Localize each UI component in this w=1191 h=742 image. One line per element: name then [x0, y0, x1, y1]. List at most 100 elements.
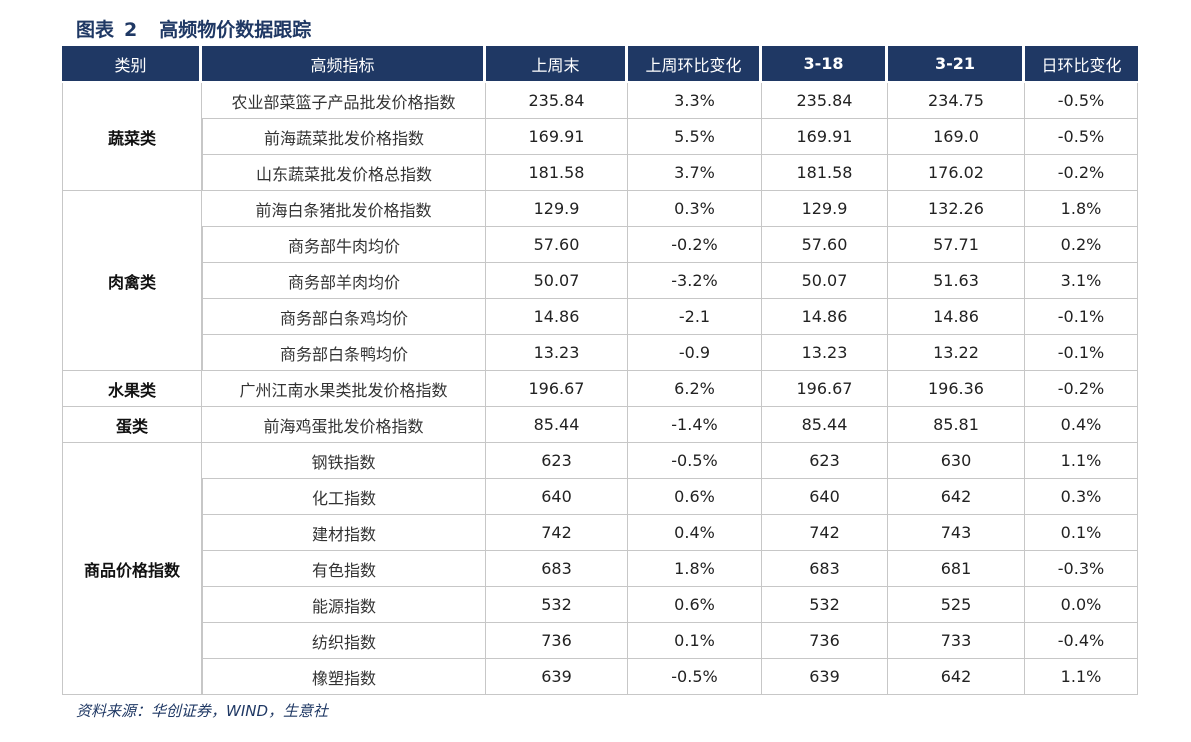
table-row: 化工指数 640 0.6% 640 642 0.3% — [62, 479, 1138, 515]
header-row: 类别 高频指标 上周末 上周环比变化 3-18 3-21 日环比变化 — [62, 46, 1138, 83]
table-row: 纺织指数 736 0.1% 736 733 -0.4% — [62, 623, 1138, 659]
date-1-value-cell: 623 — [762, 443, 888, 479]
last-week-end-cell: 57.60 — [486, 227, 628, 263]
date-2-value-cell: 733 — [888, 623, 1025, 659]
last-week-end-cell: 623 — [486, 443, 628, 479]
dod-change-cell: -0.1% — [1025, 335, 1138, 371]
last-week-end-cell: 640 — [486, 479, 628, 515]
wow-change-cell: 0.1% — [628, 623, 762, 659]
wow-change-cell: -0.2% — [628, 227, 762, 263]
category-cell: 商品价格指数 — [62, 443, 202, 695]
table-row: 建材指数 742 0.4% 742 743 0.1% — [62, 515, 1138, 551]
table-row: 有色指数 683 1.8% 683 681 -0.3% — [62, 551, 1138, 587]
wow-change-cell: 0.6% — [628, 587, 762, 623]
date-1-value-cell: 683 — [762, 551, 888, 587]
indicator-cell: 化工指数 — [202, 479, 486, 515]
last-week-end-cell: 639 — [486, 659, 628, 695]
dod-change-cell: -0.2% — [1025, 371, 1138, 407]
wow-change-cell: -0.5% — [628, 659, 762, 695]
date-1-value-cell: 50.07 — [762, 263, 888, 299]
price-tracking-table: 类别 高频指标 上周末 上周环比变化 3-18 3-21 日环比变化 蔬菜类 农业… — [62, 46, 1138, 695]
figure-title: 图表 2 高频物价数据跟踪 — [76, 16, 311, 44]
indicator-cell: 有色指数 — [202, 551, 486, 587]
date-1-value-cell: 181.58 — [762, 155, 888, 191]
wow-change-cell: 0.3% — [628, 191, 762, 227]
table-row: 商务部牛肉均价 57.60 -0.2% 57.60 57.71 0.2% — [62, 227, 1138, 263]
dod-change-cell: 0.2% — [1025, 227, 1138, 263]
header-wow-change: 上周环比变化 — [628, 46, 762, 83]
dod-change-cell: -0.3% — [1025, 551, 1138, 587]
dod-change-cell: 1.1% — [1025, 443, 1138, 479]
last-week-end-cell: 196.67 — [486, 371, 628, 407]
wow-change-cell: -0.5% — [628, 443, 762, 479]
last-week-end-cell: 14.86 — [486, 299, 628, 335]
indicator-cell: 农业部菜篮子产品批发价格指数 — [202, 83, 486, 119]
wow-change-cell: 3.3% — [628, 83, 762, 119]
indicator-cell: 山东蔬菜批发价格总指数 — [202, 155, 486, 191]
table-row: 肉禽类 前海白条猪批发价格指数 129.9 0.3% 129.9 132.26 1.8% — [62, 191, 1138, 371]
category-cell: 肉禽类 — [62, 191, 202, 371]
date-2-value-cell: 132.26 — [888, 191, 1025, 227]
indicator-cell: 橡塑指数 — [202, 659, 486, 695]
last-week-end-cell: 532 — [486, 587, 628, 623]
dod-change-cell: 0.3% — [1025, 479, 1138, 515]
wow-change-cell: 1.8% — [628, 551, 762, 587]
indicator-cell: 钢铁指数 — [202, 443, 486, 479]
indicator-cell: 商务部牛肉均价 — [202, 227, 486, 263]
date-2-value-cell: 196.36 — [888, 371, 1025, 407]
dod-change-cell: 0.4% — [1025, 407, 1138, 443]
last-week-end-cell: 50.07 — [486, 263, 628, 299]
table-row: 橡塑指数 639 -0.5% 639 642 1.1% — [62, 659, 1138, 695]
date-1-value-cell: 13.23 — [762, 335, 888, 371]
header-dod-change: 日环比变化 — [1025, 46, 1138, 83]
date-2-value-cell: 525 — [888, 587, 1025, 623]
wow-change-cell: -1.4% — [628, 407, 762, 443]
date-2-value-cell: 642 — [888, 479, 1025, 515]
dod-change-cell: 0.0% — [1025, 587, 1138, 623]
date-1-value-cell: 129.9 — [762, 191, 888, 227]
last-week-end-cell: 169.91 — [486, 119, 628, 155]
table-row: 水果类 广州江南水果类批发价格指数 196.67 6.2% 196.67 196.36 -0… — [62, 371, 1138, 407]
indicator-cell: 建材指数 — [202, 515, 486, 551]
date-1-value-cell: 14.86 — [762, 299, 888, 335]
wow-change-cell: -0.9 — [628, 335, 762, 371]
date-2-value-cell: 234.75 — [888, 83, 1025, 119]
dod-change-cell: 3.1% — [1025, 263, 1138, 299]
date-2-value-cell: 681 — [888, 551, 1025, 587]
date-2-value-cell: 176.02 — [888, 155, 1025, 191]
dod-change-cell: -0.5% — [1025, 83, 1138, 119]
header-date-2: 3-21 — [888, 46, 1025, 83]
date-1-value-cell: 169.91 — [762, 119, 888, 155]
wow-change-cell: 0.4% — [628, 515, 762, 551]
wow-change-cell: 3.7% — [628, 155, 762, 191]
wow-change-cell: 5.5% — [628, 119, 762, 155]
table-row: 商务部白条鸡均价 14.86 -2.1 14.86 14.86 -0.1% — [62, 299, 1138, 335]
category-cell: 水果类 — [62, 371, 202, 407]
table-row: 能源指数 532 0.6% 532 525 0.0% — [62, 587, 1138, 623]
date-2-value-cell: 642 — [888, 659, 1025, 695]
dod-change-cell: -0.4% — [1025, 623, 1138, 659]
last-week-end-cell: 181.58 — [486, 155, 628, 191]
indicator-cell: 前海鸡蛋批发价格指数 — [202, 407, 486, 443]
date-1-value-cell: 57.60 — [762, 227, 888, 263]
date-1-value-cell: 532 — [762, 587, 888, 623]
header-category: 类别 — [62, 46, 202, 83]
indicator-cell: 纺织指数 — [202, 623, 486, 659]
header-indicator: 高频指标 — [202, 46, 486, 83]
dod-change-cell: -0.2% — [1025, 155, 1138, 191]
date-1-value-cell: 742 — [762, 515, 888, 551]
table-row: 前海蔬菜批发价格指数 169.91 5.5% 169.91 169.0 -0.5% — [62, 119, 1138, 155]
category-cell: 蔬菜类 — [62, 83, 202, 191]
date-1-value-cell: 640 — [762, 479, 888, 515]
wow-change-cell: -3.2% — [628, 263, 762, 299]
table-row: 商务部羊肉均价 50.07 -3.2% 50.07 51.63 3.1% — [62, 263, 1138, 299]
table-row: 商品价格指数 钢铁指数 623 -0.5% 623 630 1.1% — [62, 443, 1138, 695]
date-1-value-cell: 235.84 — [762, 83, 888, 119]
dod-change-cell: 0.1% — [1025, 515, 1138, 551]
header-date-1: 3-18 — [762, 46, 888, 83]
indicator-cell: 前海蔬菜批发价格指数 — [202, 119, 486, 155]
header-last-week-end: 上周末 — [486, 46, 628, 83]
date-2-value-cell: 743 — [888, 515, 1025, 551]
date-1-value-cell: 196.67 — [762, 371, 888, 407]
figure-number: 2 — [124, 19, 138, 41]
